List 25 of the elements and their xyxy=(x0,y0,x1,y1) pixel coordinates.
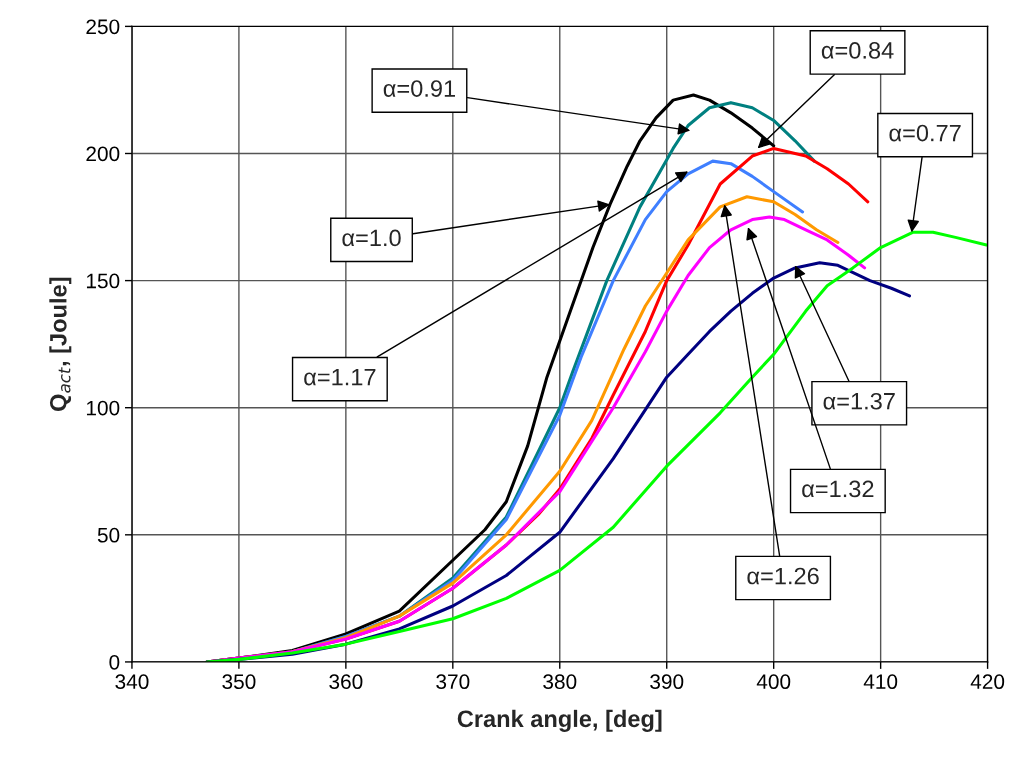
x-tick-label: 410 xyxy=(863,674,898,690)
annotation: α=1.32 xyxy=(802,480,874,498)
y-tick-label: 100 xyxy=(86,400,120,416)
annotation: α=1.26 xyxy=(747,567,819,585)
x-tick-label: 350 xyxy=(222,674,256,690)
x-tick-label: 390 xyxy=(650,674,684,690)
x-tick-label: 380 xyxy=(543,674,577,690)
x-tick-label: 370 xyxy=(436,674,470,690)
annotation: α=1.37 xyxy=(823,392,895,410)
annotation: α=0.84 xyxy=(821,42,894,59)
y-tick-label: 50 xyxy=(97,527,120,543)
x-tick-label: 400 xyxy=(756,674,791,690)
annotation: α=0.91 xyxy=(383,80,455,97)
annotation: α=0.77 xyxy=(889,124,961,142)
x-tick-label: 340 xyxy=(115,674,149,690)
x-tick-label: 420 xyxy=(970,674,1005,690)
y-tick-label: 200 xyxy=(86,146,120,162)
annotation: α=1.0 xyxy=(342,229,401,247)
x-axis-title: Crank angle, [deg] xyxy=(457,709,662,732)
y-tick-label: 150 xyxy=(86,273,120,289)
x-tick-label: 360 xyxy=(329,674,363,690)
y-axis-title: Q$_{act}$, [Joule] xyxy=(49,277,72,411)
annotation: α=1.17 xyxy=(304,368,376,386)
y-tick-label: 250 xyxy=(86,19,120,35)
y-tick-label: 0 xyxy=(109,654,120,670)
